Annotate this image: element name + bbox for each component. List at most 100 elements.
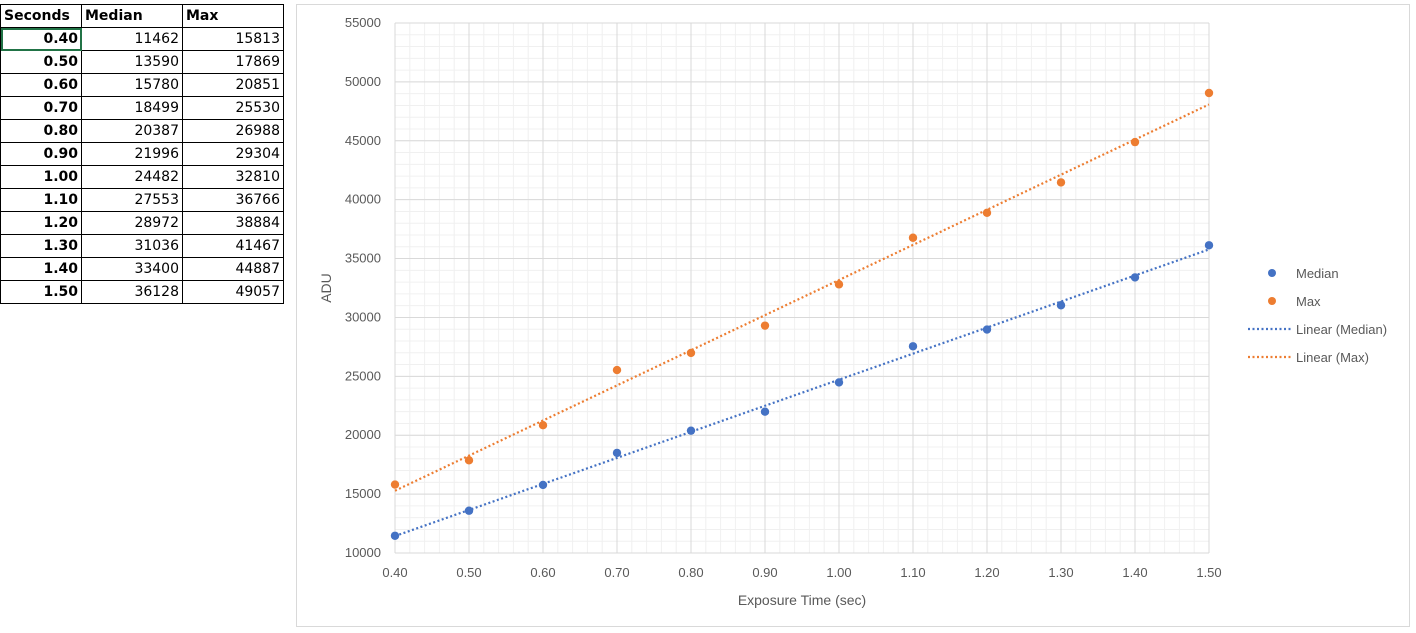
- table-cell[interactable]: 29304: [182, 142, 284, 166]
- max-point[interactable]: [982, 208, 992, 218]
- table-cell[interactable]: 41467: [182, 234, 284, 258]
- table-cell[interactable]: 27553: [81, 188, 183, 212]
- x-tick-label: 1.40: [1122, 565, 1147, 580]
- legend: Median Max Linear (Median) Linear (Max): [1248, 266, 1387, 365]
- table-cell[interactable]: 25530: [182, 96, 284, 120]
- table-cell[interactable]: 36766: [182, 188, 284, 212]
- table-cell[interactable]: 13590: [81, 50, 183, 74]
- x-tick-label: 0.80: [678, 565, 703, 580]
- table-cell[interactable]: 0.40: [0, 27, 82, 51]
- table-cell[interactable]: 0.80: [0, 119, 82, 143]
- y-tick-label: 15000: [345, 486, 381, 501]
- table-cell[interactable]: 1.10: [0, 188, 82, 212]
- table-cell[interactable]: 15813: [182, 27, 284, 51]
- table-row: 0.70 18499 25530: [0, 96, 284, 120]
- x-tick-label: 0.40: [382, 565, 407, 580]
- median-point[interactable]: [834, 378, 844, 387]
- median-point[interactable]: [686, 426, 696, 435]
- max-point[interactable]: [1130, 137, 1140, 147]
- median-point[interactable]: [1056, 301, 1066, 310]
- table-cell[interactable]: 18499: [81, 96, 183, 120]
- chart-area[interactable]: 10000 15000 20000 25000 30000 35000 40000 45000…: [296, 4, 1410, 627]
- table-cell[interactable]: 15780: [81, 73, 183, 97]
- table-cell[interactable]: 33400: [81, 257, 183, 281]
- table-cell[interactable]: 26988: [182, 119, 284, 143]
- table-cell[interactable]: 20851: [182, 73, 284, 97]
- table-cell[interactable]: 1.00: [0, 165, 82, 189]
- minor-gridlines: [394, 22, 1210, 554]
- median-point[interactable]: [612, 448, 622, 458]
- median-point[interactable]: [908, 342, 918, 351]
- x-axis-title: Exposure Time (sec): [738, 592, 866, 608]
- legend-label: Median: [1296, 266, 1339, 281]
- x-tick-label: 0.90: [752, 565, 777, 580]
- median-point[interactable]: [464, 506, 474, 515]
- table-row: 0.60 15780 20851: [0, 73, 284, 97]
- table-cell[interactable]: 24482: [81, 165, 183, 189]
- table-row: 1.10 27553 36766: [0, 188, 284, 212]
- table-row: 1.00 24482 32810: [0, 165, 284, 189]
- table-header-row: Seconds Median Max: [0, 4, 284, 28]
- y-tick-label: 55000: [345, 15, 381, 30]
- x-tick-label: 1.50: [1196, 565, 1221, 580]
- median-point[interactable]: [760, 407, 770, 416]
- max-point[interactable]: [612, 365, 622, 375]
- max-point[interactable]: [908, 233, 918, 242]
- max-point[interactable]: [760, 321, 770, 330]
- x-tick-label: 1.30: [1048, 565, 1073, 580]
- table-row: 0.40 11462 15813: [0, 27, 284, 51]
- table-cell[interactable]: 49057: [182, 280, 284, 304]
- table-cell[interactable]: 38884: [182, 211, 284, 235]
- y-tick-label: 30000: [345, 309, 381, 324]
- median-point[interactable]: [538, 480, 548, 490]
- table-row: 1.50 36128 49057: [0, 280, 284, 304]
- legend-label: Linear (Median): [1296, 322, 1387, 337]
- table-cell[interactable]: 1.40: [0, 257, 82, 281]
- x-axis: 0.40 0.50 0.60 0.70 0.80 0.90 1.00 1.10 1.20 1.30…: [382, 565, 1221, 580]
- x-tick-label: 1.00: [826, 565, 851, 580]
- header-cell[interactable]: Seconds: [0, 4, 82, 28]
- trendline-max: [394, 103, 1210, 492]
- x-tick-label: 1.10: [900, 565, 925, 580]
- table-cell[interactable]: 21996: [81, 142, 183, 166]
- table-cell[interactable]: 17869: [182, 50, 284, 74]
- max-point[interactable]: [390, 480, 400, 489]
- table-cell[interactable]: 0.70: [0, 96, 82, 120]
- table-cell[interactable]: 44887: [182, 257, 284, 281]
- max-point[interactable]: [1056, 178, 1066, 187]
- table-row: 0.80 20387 26988: [0, 119, 284, 143]
- table-cell[interactable]: 31036: [81, 234, 183, 258]
- max-point[interactable]: [834, 280, 844, 289]
- median-point[interactable]: [1130, 273, 1140, 282]
- median-point[interactable]: [1204, 241, 1214, 250]
- x-tick-label: 1.20: [974, 565, 999, 580]
- x-tick-label: 0.70: [604, 565, 629, 580]
- median-point[interactable]: [982, 325, 992, 334]
- legend-marker-median: [1268, 269, 1276, 277]
- max-point[interactable]: [464, 456, 474, 465]
- legend-marker-max: [1268, 297, 1276, 305]
- table-cell[interactable]: 1.20: [0, 211, 82, 235]
- table-cell[interactable]: 36128: [81, 280, 183, 304]
- y-tick-label: 10000: [345, 545, 381, 560]
- y-tick-label: 25000: [345, 368, 381, 383]
- header-cell[interactable]: Median: [81, 4, 183, 28]
- x-tick-label: 0.60: [530, 565, 555, 580]
- x-tick-label: 0.50: [456, 565, 481, 580]
- table-cell[interactable]: 1.30: [0, 234, 82, 258]
- table-cell[interactable]: 0.50: [0, 50, 82, 74]
- table-row: 1.30 31036 41467: [0, 234, 284, 258]
- max-point[interactable]: [1204, 88, 1214, 98]
- median-point[interactable]: [390, 531, 400, 540]
- table-cell[interactable]: 1.50: [0, 280, 82, 304]
- header-cell[interactable]: Max: [182, 4, 284, 28]
- table-row: 1.20 28972 38884: [0, 211, 284, 235]
- max-point[interactable]: [538, 420, 548, 430]
- table-cell[interactable]: 0.60: [0, 73, 82, 97]
- max-point[interactable]: [686, 348, 696, 358]
- table-cell[interactable]: 32810: [182, 165, 284, 189]
- table-cell[interactable]: 20387: [81, 119, 183, 143]
- table-cell[interactable]: 28972: [81, 211, 183, 235]
- table-cell[interactable]: 11462: [81, 27, 183, 51]
- table-cell[interactable]: 0.90: [0, 142, 82, 166]
